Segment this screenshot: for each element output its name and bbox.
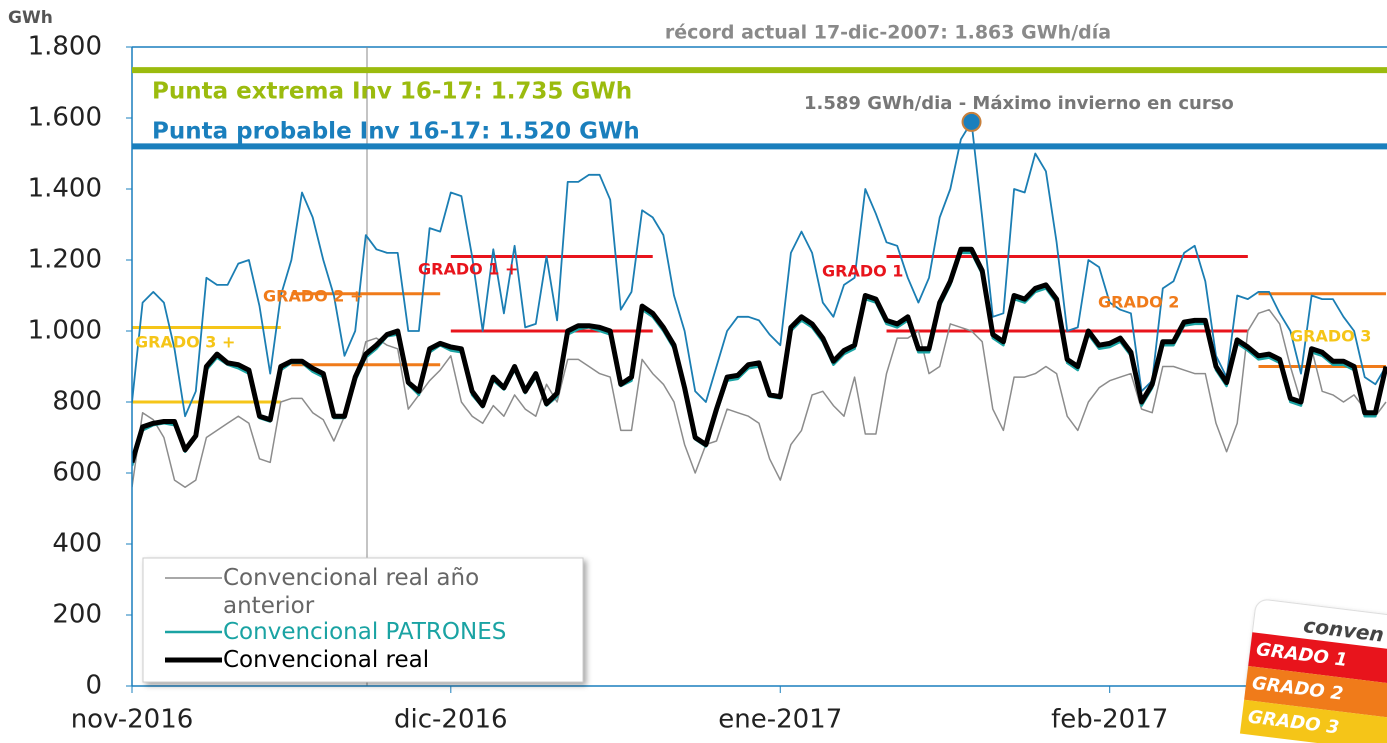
y-unit: GWh [8,8,53,28]
grade-label: GRADO 1 + [418,260,518,279]
y-tick-label: 1.800 [28,32,102,62]
grade-label: GRADO 2 [1098,293,1179,312]
x-tick-label: ene-2017 [718,705,842,735]
grade-label: GRADO 2 + [263,287,363,306]
y-tick-label: 800 [52,387,102,417]
legend-entry: Convencional real año anterior [223,565,480,619]
x-tick-label: feb-2017 [1051,705,1168,735]
reference-label: Punta probable Inv 16-17: 1.520 GWh [152,119,640,145]
inset-bar [1244,666,1387,722]
overlay: GRADO 3 + GRADO 2 + GRADO 1 + GRADO 1 GRADO … [135,260,1371,352]
legend-entry: Convencional PATRONES [223,619,507,645]
y-tick-label: 600 [52,458,102,488]
series-line [132,121,1387,418]
legend-label: Convencional real año anterior [223,565,480,619]
y-tick-label: 1.000 [28,316,102,346]
y-tick-label: 200 [52,600,102,630]
y-tick-label: 1.200 [28,245,102,275]
peak-marker [961,111,982,132]
plot [132,121,1387,488]
series-line [132,246,1387,464]
inset-bar [1239,699,1387,743]
y-tick-label: 1.400 [28,174,102,204]
inset-bar [1248,632,1387,688]
reference-label: Punta extrema Inv 16-17: 1.735 GWh [152,79,632,105]
legend-label: Convencional PATRONES [223,619,507,645]
y-tick-label: 0 [85,671,102,701]
y-tick-label: 400 [52,529,102,559]
grade-label: GRADO 1 [822,262,903,281]
y-tick-label: 1.600 [28,103,102,133]
x-tick-label: dic-2016 [394,705,508,735]
legend-entry: Convencional real [223,647,430,673]
peak-label: 1.589 GWh/dia - Máximo invierno en curso [804,93,1234,114]
series-line [132,308,1387,488]
x-tick-label: nov-2016 [71,705,194,735]
grade-label: GRADO 3 + [135,333,235,352]
legend-label: Convencional real [223,647,430,673]
record-note: récord actual 17-dic-2007: 1.863 GWh/día [665,22,1111,44]
grade-label: GRADO 3 [1290,327,1371,346]
